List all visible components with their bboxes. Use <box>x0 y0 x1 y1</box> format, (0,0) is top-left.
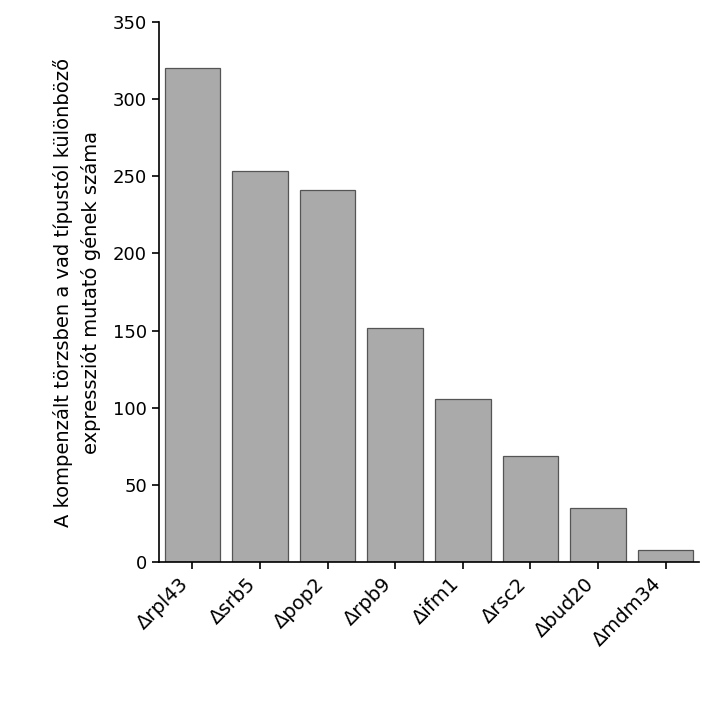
Bar <box>503 456 558 562</box>
Bar <box>164 68 220 562</box>
Bar <box>435 399 490 562</box>
Bar <box>570 508 626 562</box>
Bar <box>300 190 355 562</box>
Bar <box>368 327 423 562</box>
Y-axis label: A kompenzált törzsben a vad típustól különböző
expressziót mutató gének száma: A kompenzált törzsben a vad típustól kül… <box>53 58 102 526</box>
Bar <box>232 172 288 562</box>
Bar <box>638 550 694 562</box>
